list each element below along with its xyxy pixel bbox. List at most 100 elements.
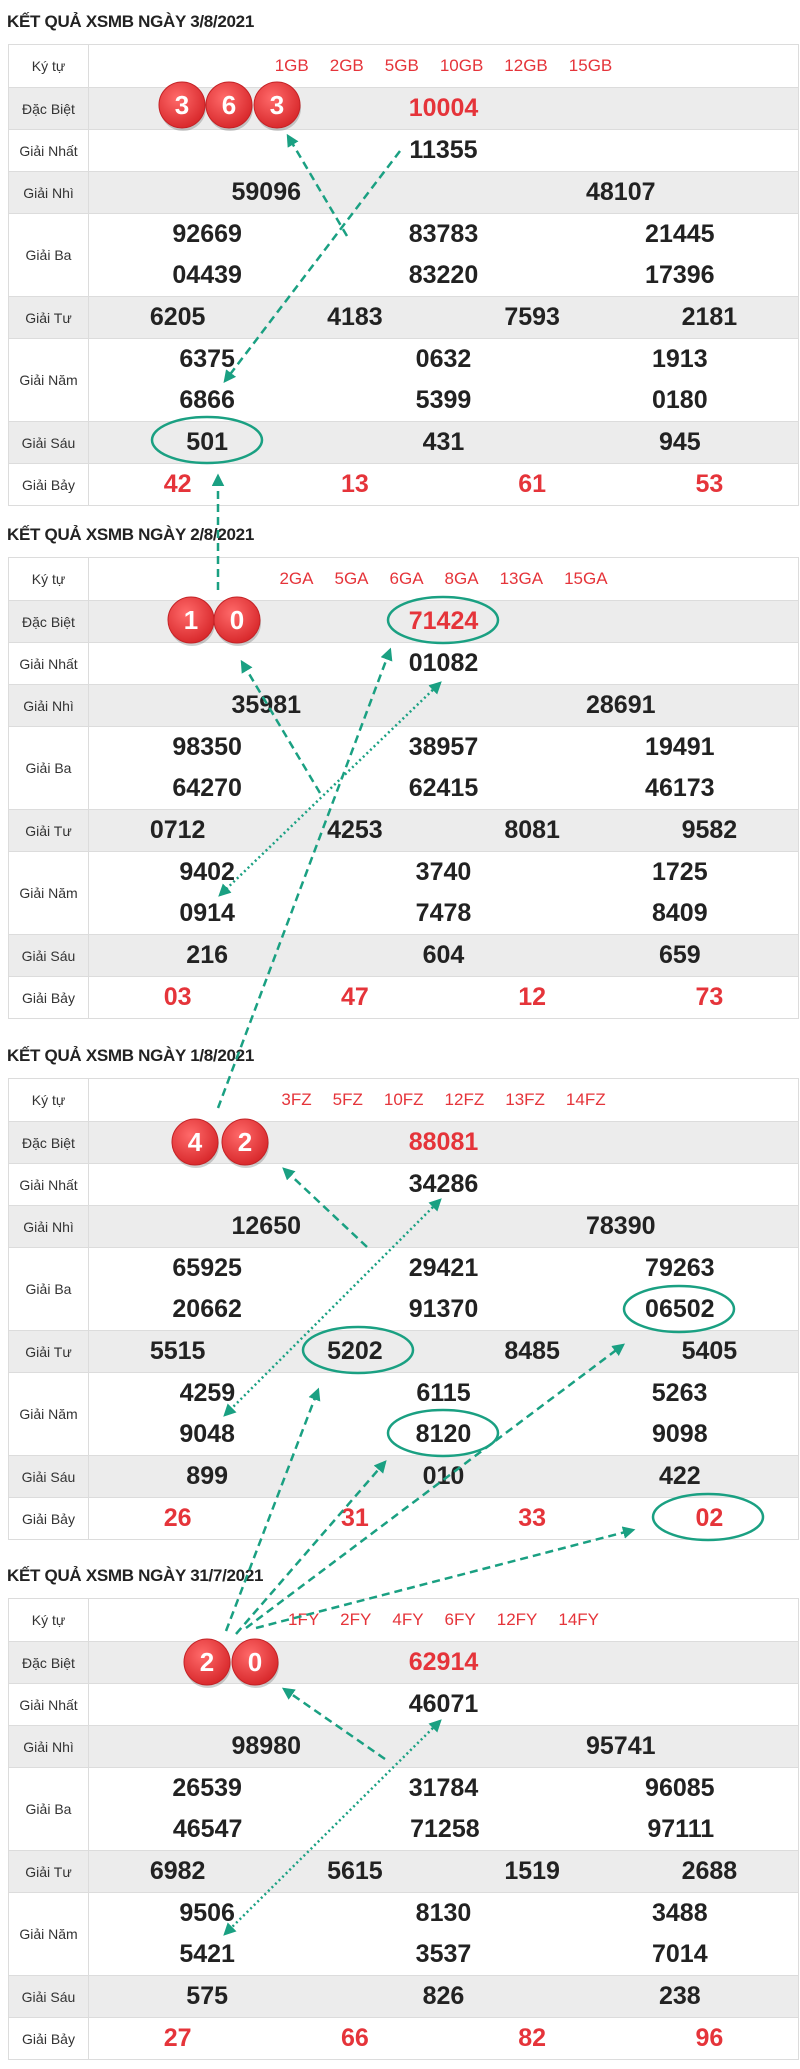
row-g4: Giải Tư 0712 4253 8081 9582 [9, 809, 798, 851]
kytu-code: 5GA [334, 569, 369, 588]
value-line: 0712 4253 8081 9582 [89, 816, 798, 845]
first-prize-number: 34286 [408, 1170, 479, 1198]
value-line: 42 13 61 53 [89, 470, 798, 499]
row-label: Giải Ba [9, 214, 89, 296]
prize-number: 2688 [681, 1857, 738, 1885]
prize-number: 8409 [652, 899, 708, 927]
row-values: 1GB 2GB 5GB 10GB 12GB 15GB [89, 45, 798, 87]
row-values: 26 31 33 02 [89, 1498, 798, 1539]
prize-number: 1519 [504, 1857, 560, 1885]
prize-number: 97111 [647, 1815, 715, 1843]
prize-number: 33 [518, 1504, 547, 1532]
prize-number: 1725 [652, 858, 708, 886]
value-line: 04439 83220 17396 [89, 261, 798, 290]
prize-number: 0632 [415, 345, 472, 373]
prize-number: 17396 [645, 261, 715, 289]
prize-number: 9098 [652, 1420, 708, 1448]
prize-number: 65925 [172, 1254, 242, 1282]
row-values: 9506 8130 3488 5421 3537 7014 [89, 1893, 798, 1975]
row-label: Giải Nhất [9, 643, 89, 684]
prize-number: 0180 [652, 386, 708, 414]
row-values: 98980 95741 [89, 1726, 798, 1767]
prize-number: 4259 [179, 1379, 236, 1407]
row-db: Đặc Biệt 10004 [9, 87, 798, 129]
prize-number: 2181 [681, 303, 738, 331]
row-kytu: Ký tự 2GA 5GA 6GA 8GA 13GA 15GA [9, 558, 798, 600]
prize-number: 53 [695, 470, 724, 498]
section-title: KẾT QUẢ XSMB NGÀY 2/8/2021 [7, 525, 254, 544]
prize-number: 6866 [179, 386, 235, 414]
row-values: 899 010 422 [89, 1456, 798, 1497]
kytu-code: 2GB [329, 56, 364, 75]
row-values: 98350 38957 19491 64270 62415 46173 [89, 727, 798, 809]
prize-number: 78390 [585, 1212, 656, 1240]
prize-number: 5615 [327, 1857, 383, 1885]
value-line: 6375 0632 1913 [89, 345, 798, 374]
prize-number: 9402 [179, 858, 235, 886]
value-line: 10004 [89, 94, 798, 123]
row-values: 42 13 61 53 [89, 464, 798, 505]
kytu-code: 6FY [444, 1610, 476, 1629]
prize-number: 9506 [179, 1899, 235, 1927]
prize-number: 9048 [179, 1420, 235, 1448]
prize-number: 73 [695, 983, 724, 1011]
prize-number: 26 [163, 1504, 192, 1532]
prize-number: 8130 [415, 1899, 472, 1927]
row-values: 3FZ 5FZ 10FZ 12FZ 13FZ 14FZ [89, 1079, 798, 1121]
value-line: 71424 [89, 607, 798, 636]
results-table: Ký tự 3FZ 5FZ 10FZ 12FZ 13FZ 14FZ Đặc Biệt 88081… [8, 1078, 799, 1540]
row-label: Giải Nhì [9, 685, 89, 726]
prize-number: 0914 [179, 899, 235, 927]
value-line: 34286 [89, 1170, 798, 1199]
prize-number: 7014 [652, 1940, 708, 1968]
row-g4: Giải Tư 6982 5615 1519 2688 [9, 1850, 798, 1892]
prize-number: 1913 [652, 345, 708, 373]
prize-number: 31784 [408, 1774, 479, 1802]
results-table: Ký tự 1FY 2FY 4FY 6FY 12FY 14FY Đặc Biệt 62914 Gi… [8, 1598, 799, 2060]
prize-number: 5399 [415, 386, 472, 414]
value-line: 9506 8130 3488 [89, 1899, 798, 1928]
kytu-code: 12FZ [444, 1090, 485, 1109]
value-line: 0914 7478 8409 [89, 899, 798, 928]
prize-number: 0712 [149, 816, 206, 844]
row-label: Giải Ba [9, 727, 89, 809]
value-line: 01082 [89, 649, 798, 678]
prize-number: 61 [518, 470, 547, 498]
prize-number: 59096 [231, 178, 302, 206]
row-g1: Giải Nhất 34286 [9, 1163, 798, 1205]
kytu-code: 3FZ [281, 1090, 312, 1109]
row-label: Giải Sáu [9, 1456, 89, 1497]
row-g2: Giải Nhì 98980 95741 [9, 1725, 798, 1767]
row-label: Ký tự [9, 1599, 89, 1641]
row-values: 01082 [89, 643, 798, 684]
row-label: Giải Nhất [9, 130, 89, 171]
row-values: 575 826 238 [89, 1976, 798, 2017]
row-label: Giải Sáu [9, 935, 89, 976]
value-line: 9048 8120 9098 [89, 1420, 798, 1449]
value-line: 501 431 945 [89, 428, 798, 457]
kytu-code: 2FY [340, 1610, 372, 1629]
prize-number: 8485 [504, 1337, 560, 1365]
prize-number: 8081 [504, 816, 560, 844]
row-g6: Giải Sáu 899 010 422 [9, 1455, 798, 1497]
section-title: KẾT QUẢ XSMB NGÀY 31/7/2021 [7, 1566, 264, 1585]
row-values: 62914 [89, 1642, 798, 1683]
row-g1: Giải Nhất 11355 [9, 129, 798, 171]
row-g3: Giải Ba 98350 38957 19491 64270 62415 46173 [9, 726, 798, 809]
prize-number: 19491 [645, 733, 715, 761]
value-line: 4259 6115 5263 [89, 1379, 798, 1408]
row-kytu: Ký tự 3FZ 5FZ 10FZ 12FZ 13FZ 14FZ [9, 1079, 798, 1121]
prize-number: 422 [658, 1462, 701, 1490]
prize-number: 79263 [645, 1254, 715, 1282]
special-prize-number: 88081 [408, 1128, 479, 1156]
value-line: 12650 78390 [89, 1212, 798, 1241]
prize-number: 04439 [172, 261, 242, 289]
prize-number: 62415 [408, 774, 479, 802]
row-values: 71424 [89, 601, 798, 642]
prize-number: 6375 [179, 345, 235, 373]
prize-number: 28691 [585, 691, 656, 719]
row-label: Giải Nhì [9, 1206, 89, 1247]
value-line: 59096 48107 [89, 178, 798, 207]
row-g5: Giải Năm 9402 3740 1725 0914 7478 8409 [9, 851, 798, 934]
row-label: Giải Sáu [9, 1976, 89, 2017]
